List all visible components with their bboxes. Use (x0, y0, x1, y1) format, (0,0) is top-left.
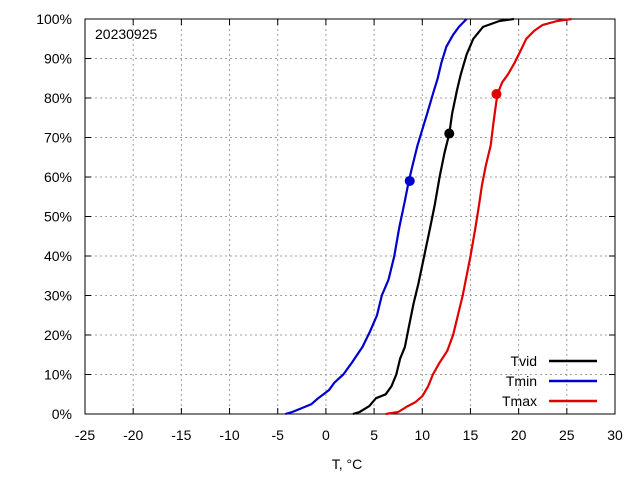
x-axis-label: T, °C (332, 456, 363, 472)
legend-label-tmin: Tmin (506, 373, 537, 389)
y-tick-label: 60% (44, 169, 72, 185)
x-tick-label: 0 (322, 427, 330, 443)
y-tick-label: 100% (36, 11, 72, 27)
y-tick-label: 30% (44, 288, 72, 304)
legend: Tvid Tmin Tmax (502, 353, 597, 409)
x-tick-label: -10 (219, 427, 239, 443)
x-tick-label: 25 (559, 427, 575, 443)
x-tick-label: 20 (511, 427, 527, 443)
x-tick-label: -15 (171, 427, 191, 443)
series-line-tmax (385, 17, 572, 416)
y-tick-label: 10% (44, 367, 72, 383)
series-line-tmin (285, 18, 468, 416)
marker-point-tvid (444, 128, 455, 139)
y-tick-label: 20% (44, 327, 72, 343)
grid-lines (85, 19, 615, 414)
legend-label-tvid: Tvid (511, 353, 537, 369)
y-tick-label: 90% (44, 51, 72, 67)
annotation-date: 20230925 (95, 26, 158, 42)
x-axis-ticks: -25 -20 -15 -10 -5 0 5 10 15 20 25 30 (75, 19, 623, 443)
x-tick-label: 10 (414, 427, 430, 443)
y-tick-label: 80% (44, 90, 72, 106)
x-tick-label: -25 (75, 427, 95, 443)
legend-label-tmax: Tmax (502, 393, 537, 409)
x-tick-label: 30 (607, 427, 623, 443)
y-tick-label: 40% (44, 248, 72, 264)
x-tick-label: -5 (272, 427, 285, 443)
marker-point-tmax (491, 89, 502, 100)
y-axis-ticks: 0% 10% 20% 30% 40% 50% 60% 70% 80% 90% 100% (36, 11, 615, 422)
series-line-tvid (352, 17, 514, 416)
x-tick-label: -20 (123, 427, 143, 443)
y-tick-label: 70% (44, 130, 72, 146)
y-tick-label: 50% (44, 209, 72, 225)
x-tick-label: 5 (370, 427, 378, 443)
marker-point-tmin (404, 175, 415, 186)
y-tick-label: 0% (52, 406, 72, 422)
x-tick-label: 15 (463, 427, 479, 443)
series-lines (285, 17, 572, 416)
